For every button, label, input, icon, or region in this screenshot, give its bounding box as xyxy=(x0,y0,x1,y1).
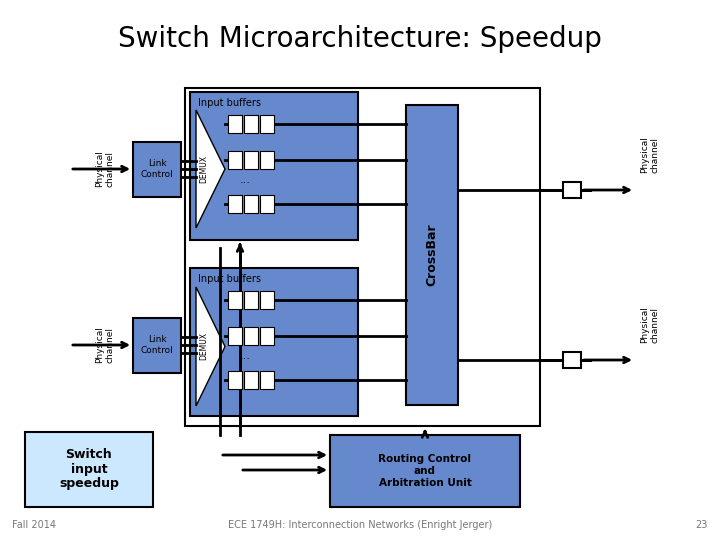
Bar xyxy=(228,371,242,389)
Text: Link
Control: Link Control xyxy=(140,159,174,179)
Text: Physical
channel: Physical channel xyxy=(640,137,660,173)
Text: Switch Microarchitecture: Speedup: Switch Microarchitecture: Speedup xyxy=(118,25,602,53)
Text: Switch
input
speedup: Switch input speedup xyxy=(59,448,119,490)
Bar xyxy=(563,182,581,198)
Bar xyxy=(244,151,258,169)
Text: DEMUX: DEMUX xyxy=(199,333,209,361)
Bar xyxy=(260,115,274,133)
Bar xyxy=(190,92,358,240)
Text: Input buffers: Input buffers xyxy=(198,274,261,284)
Bar xyxy=(244,195,258,213)
Bar xyxy=(260,151,274,169)
Text: Physical
channel: Physical channel xyxy=(640,307,660,343)
Text: Fall 2014: Fall 2014 xyxy=(12,520,56,530)
Bar xyxy=(133,318,181,373)
Bar xyxy=(260,371,274,389)
Text: ...: ... xyxy=(240,175,251,185)
Bar xyxy=(228,291,242,309)
Text: ...: ... xyxy=(240,351,251,361)
Bar xyxy=(330,435,520,507)
Text: Routing Control
and
Arbitration Unit: Routing Control and Arbitration Unit xyxy=(379,454,472,488)
Bar xyxy=(244,115,258,133)
Bar xyxy=(260,291,274,309)
Bar xyxy=(25,432,153,507)
Bar xyxy=(228,151,242,169)
Bar xyxy=(133,142,181,197)
Bar xyxy=(244,291,258,309)
Text: Link
Control: Link Control xyxy=(140,335,174,355)
Bar xyxy=(406,105,458,405)
Polygon shape xyxy=(196,110,225,228)
Bar xyxy=(244,371,258,389)
Bar xyxy=(228,195,242,213)
Bar xyxy=(260,195,274,213)
Bar xyxy=(190,268,358,416)
Bar xyxy=(185,88,540,426)
Text: Input buffers: Input buffers xyxy=(198,98,261,108)
Bar xyxy=(228,115,242,133)
Bar xyxy=(260,327,274,345)
Bar xyxy=(244,327,258,345)
Text: ECE 1749H: Interconnection Networks (Enright Jerger): ECE 1749H: Interconnection Networks (Enr… xyxy=(228,520,492,530)
Bar xyxy=(228,327,242,345)
Text: Physical
channel: Physical channel xyxy=(95,327,114,363)
Text: DEMUX: DEMUX xyxy=(199,155,209,183)
Text: CrossBar: CrossBar xyxy=(426,224,438,286)
Text: 23: 23 xyxy=(696,520,708,530)
Text: Physical
channel: Physical channel xyxy=(95,151,114,187)
Bar xyxy=(563,352,581,368)
Polygon shape xyxy=(196,287,225,406)
